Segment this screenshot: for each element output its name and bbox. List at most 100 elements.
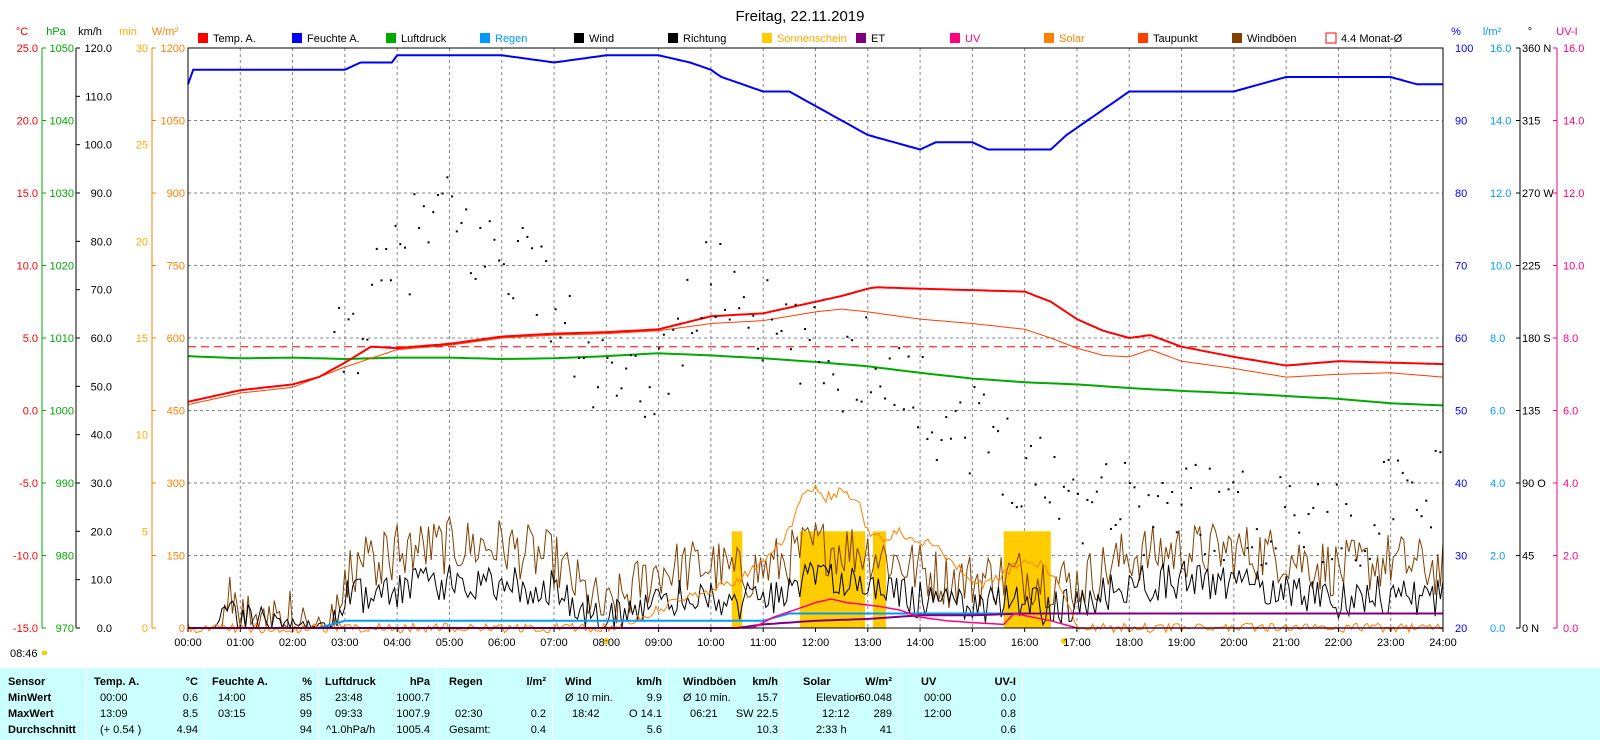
time-note-marker	[42, 651, 47, 655]
direction-point	[1232, 481, 1235, 484]
axis-tick-label: 1010	[50, 333, 74, 345]
direction-point	[959, 401, 962, 404]
direction-point	[516, 240, 519, 243]
direction-point	[987, 451, 990, 454]
x-tick-label: 14:00	[906, 637, 934, 649]
direction-point	[1029, 444, 1032, 447]
direction-point	[436, 194, 439, 197]
direction-point	[1025, 457, 1028, 460]
direction-point	[564, 322, 567, 325]
x-axis-labels: 00:00 01:00 02:00 03:00 04:00 05:00 06:00 07:00…	[174, 628, 1457, 649]
direction-point	[1171, 490, 1174, 493]
axis-tick-label: 70.0	[91, 285, 112, 297]
direction-point	[1058, 517, 1061, 520]
axis-tick-label: 900	[167, 188, 185, 200]
axis-tick-label: 0.0	[97, 623, 112, 635]
direction-point	[1161, 481, 1164, 484]
x-tick-label: 03:00	[331, 637, 359, 649]
direction-point	[672, 328, 675, 331]
direction-point	[846, 335, 849, 338]
axis-tick-label: 100.0	[84, 140, 112, 152]
direction-point	[634, 354, 637, 357]
legend-swatch	[1044, 33, 1054, 43]
stats-cell: Ø 10 min.	[565, 692, 613, 704]
axis-tick-label: 12.0	[1490, 188, 1511, 200]
direction-point	[1072, 478, 1075, 481]
direction-point	[1237, 490, 1240, 493]
axis-tick-label: 10.0	[1490, 261, 1511, 273]
direction-point	[1284, 506, 1287, 509]
direction-point	[714, 316, 717, 319]
direction-point	[1086, 498, 1089, 501]
direction-point	[964, 436, 967, 439]
direction-point	[705, 241, 708, 244]
chart-title: Freitag, 22.11.2019	[736, 8, 865, 25]
direction-point	[1180, 503, 1183, 506]
direction-point	[427, 241, 430, 244]
direction-point	[1157, 495, 1160, 498]
direction-point	[1053, 456, 1056, 459]
x-tick-label: 00:00	[174, 637, 202, 649]
axis-tick-label: 135	[1522, 406, 1540, 418]
axis-unit-label: °	[1528, 26, 1532, 38]
axis-unit-label: °C	[16, 26, 28, 38]
direction-point	[512, 297, 515, 300]
direction-point	[573, 375, 576, 378]
legend-label: Richtung	[683, 33, 726, 45]
axis-tick-label: 30	[1455, 551, 1467, 563]
axis-tick-label: 50.0	[91, 381, 112, 393]
stats-cell: 8.5	[182, 708, 198, 720]
statistics-table: Sensor Temp. A. °C Feuchte A. % Luftdruc…	[0, 668, 1600, 740]
direction-point	[1034, 483, 1037, 486]
stats-header-press-unit: hPa	[409, 676, 430, 688]
stats-row-label: MaxWert	[8, 708, 54, 720]
x-tick-label: 21:00	[1272, 637, 1300, 649]
x-tick-label: 23:00	[1377, 637, 1405, 649]
axis-tick-label: 20.0	[17, 116, 38, 128]
direction-point	[733, 270, 736, 273]
direction-point	[996, 430, 999, 433]
direction-point	[596, 386, 599, 389]
stats-cell: ^1.0hPa/h	[326, 724, 376, 736]
direction-point	[804, 327, 807, 330]
direction-point	[1222, 559, 1225, 562]
axis-tick-label: 980	[56, 551, 74, 563]
axis-tick-label: 5	[142, 526, 148, 538]
direction-point	[1331, 558, 1334, 561]
direction-point	[559, 336, 562, 339]
series-line-feuchte-a-	[187, 54, 1443, 151]
direction-point	[738, 307, 741, 310]
axis-tick-label: 80	[1455, 188, 1467, 200]
x-tick-label: 24:00	[1429, 637, 1457, 649]
stats-header-gust-unit: km/h	[752, 676, 778, 688]
direction-point	[1411, 481, 1414, 484]
x-tick-label: 15:00	[959, 637, 987, 649]
legend-swatch	[386, 33, 396, 43]
direction-point	[1048, 501, 1051, 504]
stats-cell: (+ 0.54 )	[100, 724, 142, 736]
x-tick-label: 22:00	[1325, 637, 1353, 649]
direction-point	[1415, 508, 1418, 511]
direction-point	[1425, 499, 1428, 502]
direction-point	[945, 416, 948, 419]
x-tick-label: 16:00	[1011, 637, 1039, 649]
direction-point	[1020, 505, 1023, 508]
direction-point	[338, 306, 341, 309]
axis-tick-label: 225	[1522, 261, 1540, 273]
stats-cell: 0.4	[530, 724, 546, 736]
direction-point	[1397, 459, 1400, 462]
axis-tick-label: 110.0	[85, 91, 112, 103]
direction-point	[1354, 559, 1357, 562]
time-note: 08:46	[10, 648, 38, 660]
axis-tick-label: 50	[1455, 406, 1467, 418]
direction-point	[653, 413, 656, 416]
direction-point	[1312, 506, 1315, 509]
axis-tick-label: 180 S	[1522, 333, 1551, 345]
direction-point	[549, 340, 552, 343]
stats-cell: 15.7	[756, 692, 778, 704]
direction-point	[545, 259, 548, 262]
direction-point	[785, 303, 788, 306]
direction-point	[695, 329, 698, 332]
direction-point	[709, 283, 712, 286]
axis-tick-label: 1200	[161, 43, 185, 55]
